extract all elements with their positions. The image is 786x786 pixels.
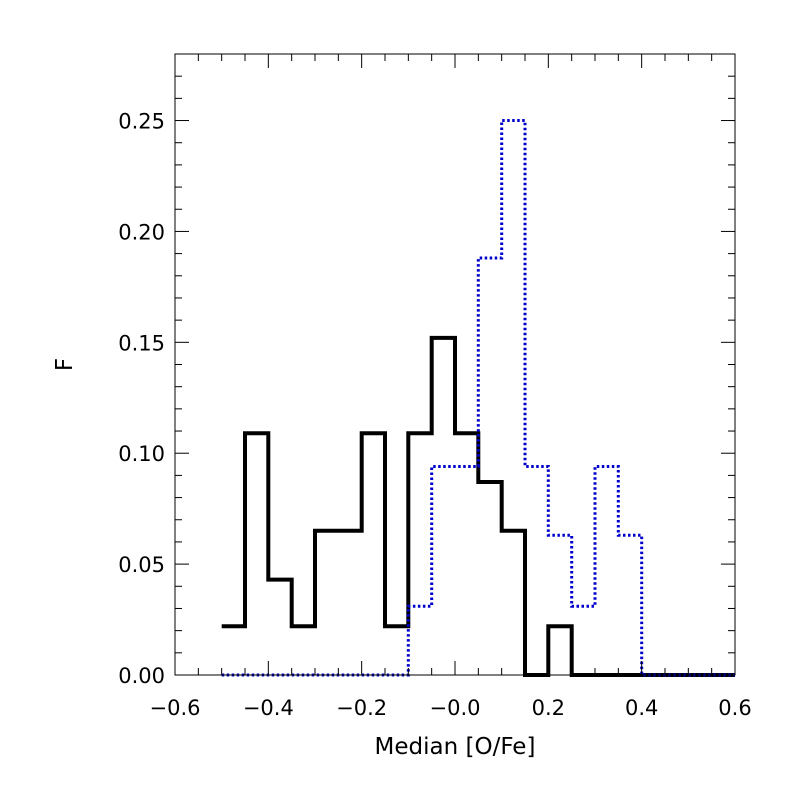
x-tick-label: −0.2 — [336, 696, 387, 720]
x-tick-label: −0.0 — [430, 696, 481, 720]
labels-layer: −0.6 −0.4 −0.2 −0.0 0.2 0.4 0.6 0.00 0.05 0.10 0.1… — [118, 110, 751, 720]
y-tick-label: 0.15 — [118, 331, 165, 355]
series-layer — [221, 119, 735, 677]
y-tick-label: 0.05 — [118, 553, 165, 577]
y-tick-label: 0.00 — [118, 664, 165, 688]
x-tick-label: 0.6 — [718, 696, 751, 720]
y-tick-label: 0.25 — [118, 110, 165, 134]
y-tick-label: 0.20 — [118, 220, 165, 244]
y-tick-label: 0.10 — [118, 442, 165, 466]
series-1-solid-line — [221, 335, 735, 677]
x-tick-label: 0.4 — [625, 696, 658, 720]
x-tick-label: −0.6 — [150, 696, 201, 720]
y-axis-label: F — [52, 358, 78, 371]
series-2-dotted-line — [221, 119, 735, 677]
x-tick-label: −0.4 — [243, 696, 294, 720]
x-axis-label: Median [O/Fe] — [375, 734, 536, 760]
plot-frame — [174, 53, 736, 676]
x-tick-label: 0.2 — [532, 696, 565, 720]
